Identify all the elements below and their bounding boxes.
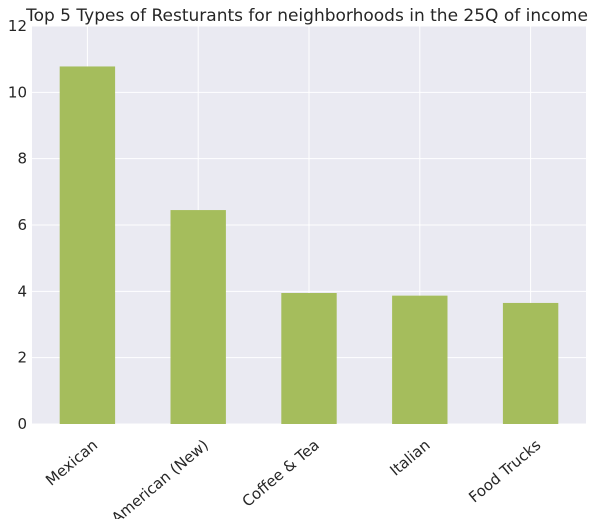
y-tick-label: 12 — [8, 17, 27, 35]
x-tick-label: Food Trucks — [465, 436, 544, 507]
y-tick-label: 2 — [17, 349, 27, 367]
y-tick-label: 6 — [17, 216, 27, 234]
bar-mexican — [59, 66, 116, 425]
bar-food-trucks — [502, 302, 559, 424]
x-tick-label: American (New) — [108, 436, 212, 519]
x-tick-label: Coffee & Tea — [239, 436, 323, 511]
y-tick-label: 0 — [17, 415, 27, 433]
y-tick-label: 10 — [8, 83, 27, 101]
x-axis-ticks: Mexican American (New) Coffee & Tea Italian… — [42, 436, 544, 519]
bar-american-new — [170, 210, 226, 424]
x-tick-label: Mexican — [42, 436, 101, 490]
y-axis-ticks: 0 2 4 6 8 10 12 — [8, 17, 27, 433]
bars — [59, 66, 559, 425]
bar-italian — [392, 295, 448, 424]
y-tick-label: 4 — [17, 282, 27, 300]
x-tick-label: Italian — [386, 436, 433, 480]
chart-title: Top 5 Types of Resturants for neighborho… — [25, 6, 588, 26]
bar-coffee-tea — [281, 292, 337, 424]
y-tick-label: 8 — [17, 150, 27, 168]
